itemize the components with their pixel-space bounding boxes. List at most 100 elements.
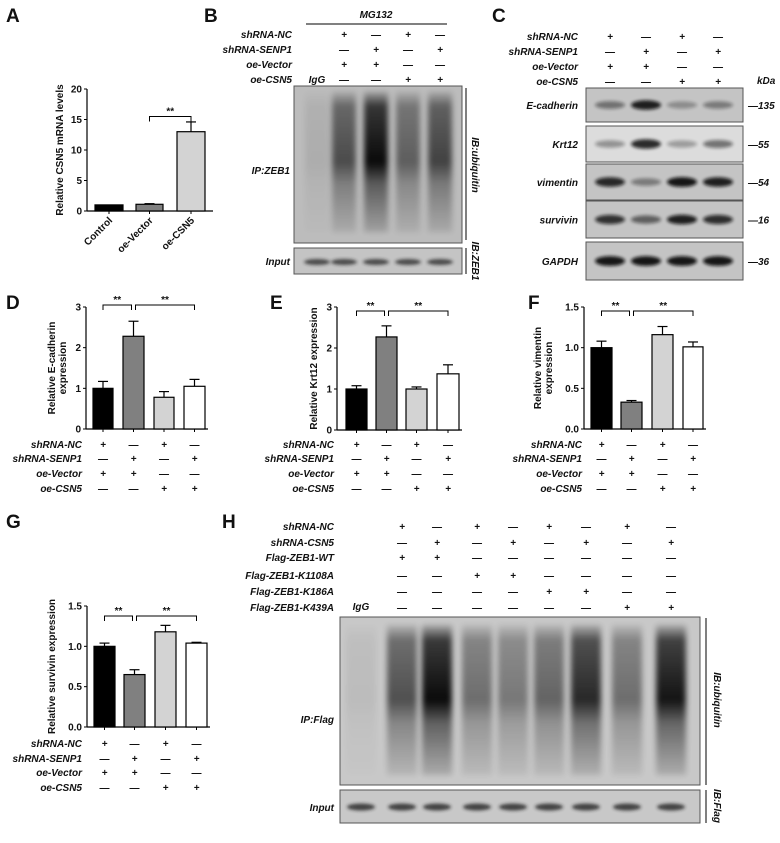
condition-mark: — [370,75,382,86]
protein-band [595,101,625,109]
condition-mark: — [370,30,382,41]
condition-mark: + [414,440,420,451]
condition-mark: + [373,45,379,56]
condition-label: shRNA-SENP1 [509,47,579,58]
condition-mark: + [373,60,379,71]
input-band [423,803,451,811]
condition-mark: — [621,587,633,598]
condition-label: shRNA-SENP1 [13,454,83,465]
protein-band [703,177,733,187]
condition-mark: + [599,469,605,480]
condition-mark: — [657,454,669,465]
kda-label: kDa [757,76,776,87]
condition-mark: — [396,587,408,598]
condition-mark: — [351,454,363,465]
condition-label: Flag-ZEB1-K439A [250,603,334,614]
condition-label: oe-Vector [532,62,579,73]
condition-mark: + [437,45,443,56]
bar [122,335,145,430]
condition-mark: + [643,47,649,58]
bar [92,387,114,430]
protein-label: vimentin [537,178,578,189]
condition-mark: + [161,484,167,495]
condition-mark: + [679,77,685,88]
input-ib-label: IB:Flag [711,789,722,823]
bar [682,346,704,430]
condition-mark: — [507,587,519,598]
condition-label: oe-CSN5 [250,75,292,86]
ib-label: IB:ubiquitin [711,672,722,728]
blot-lane-smear [332,92,356,232]
condition-mark: + [607,32,613,43]
bar [375,336,398,431]
igg-label: IgG [309,75,326,86]
condition-mark: — [712,62,724,73]
condition-mark: + [163,783,169,794]
blot-lane-smear [571,625,601,775]
y-tick-label: 3 [326,303,332,314]
condition-mark: + [194,783,200,794]
condition-label: oe-CSN5 [540,484,582,495]
bar [135,203,164,212]
condition-mark: + [624,603,630,614]
x-tick-label: Control [82,215,115,248]
condition-mark: + [690,484,696,495]
protein-band [667,256,697,266]
protein-band [631,256,661,266]
condition-mark: + [629,469,635,480]
condition-mark: — [431,603,443,614]
condition-mark: + [131,469,137,480]
condition-mark: + [384,454,390,465]
condition-mark: + [192,454,198,465]
condition-label: shRNA-SENP1 [513,454,583,465]
protein-label: E-cadherin [526,101,578,112]
condition-label: oe-CSN5 [292,484,334,495]
y-axis-label: expression [544,342,555,395]
blot-lane-smear [387,625,417,775]
input-ib-label: IB:ZEB1 [469,242,480,281]
condition-mark: — [580,522,592,533]
protein-band [703,256,733,266]
ib-label: IB:ubiquitin [469,137,480,193]
protein-band [631,215,661,224]
condition-mark: + [161,440,167,451]
protein-band [703,101,733,109]
condition-mark: — [507,522,519,533]
condition-mark: — [712,32,724,43]
significance-label: ** [163,606,171,617]
condition-label: oe-Vector [288,469,335,480]
condition-mark: — [160,768,172,779]
input-band [331,259,357,265]
panel-label-b: B [204,6,218,27]
condition-mark: + [679,32,685,43]
input-band [572,803,600,811]
condition-label: shRNA-SENP1 [223,45,293,56]
y-tick-label: 1.0 [68,642,82,653]
protein-band [595,177,625,187]
condition-mark: — [596,484,608,495]
molecular-weight-marker: —16 [747,216,770,227]
blot-lane-smear [305,92,329,232]
significance-bracket [633,310,694,316]
condition-mark: + [583,538,589,549]
panel-label-d: D [6,293,20,314]
condition-mark: + [690,454,696,465]
y-tick-label: 1.0 [565,343,579,354]
y-tick-label: 0.5 [68,682,82,693]
bar [93,645,116,728]
ip-label: IP:Flag [301,715,334,726]
significance-bracket [136,615,197,621]
significance-label: ** [367,301,375,312]
significance-label: ** [166,106,174,117]
x-tick-label: oe-Vector [116,215,156,255]
condition-label: shRNA-SENP1 [265,454,335,465]
condition-mark: + [399,522,405,533]
protein-band [667,140,697,148]
input-label: Input [266,257,291,268]
condition-mark: — [665,571,677,582]
condition-mark: — [687,440,699,451]
condition-mark: — [471,553,483,564]
condition-mark: — [402,60,414,71]
significance-bracket [388,310,449,316]
